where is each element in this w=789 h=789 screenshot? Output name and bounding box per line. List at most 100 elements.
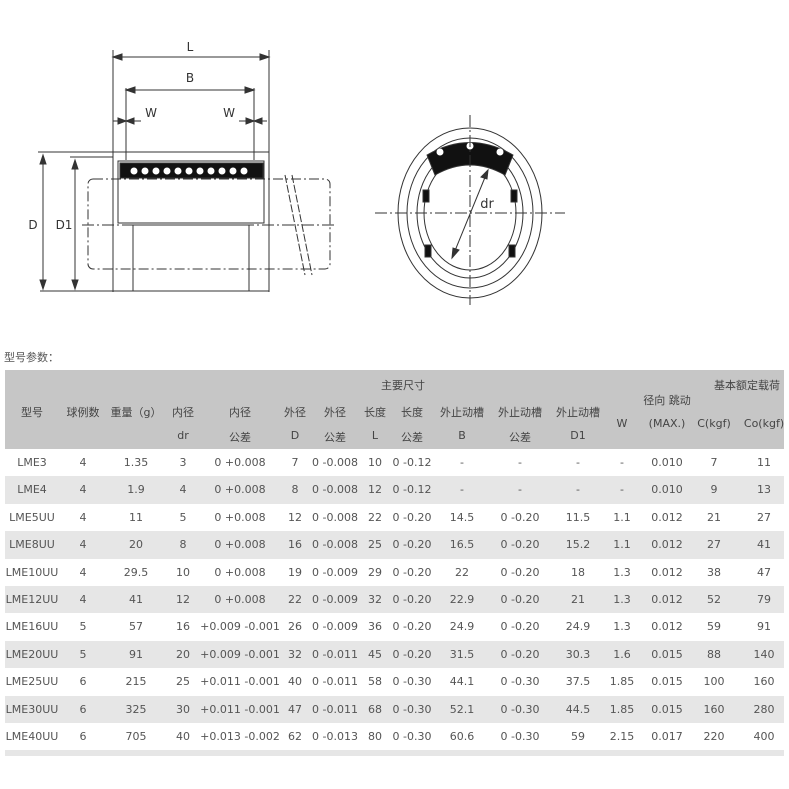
column-header: 型号 xyxy=(21,406,43,419)
table-cell: LME5UU xyxy=(9,510,55,524)
table-cell: 0 -0.20 xyxy=(392,593,432,606)
table-cell: 8 xyxy=(179,538,187,552)
table-cell: - xyxy=(576,456,580,469)
table-cell: 0.015 xyxy=(651,675,683,689)
column-header: 长度 xyxy=(364,406,386,419)
table-cell: - xyxy=(460,483,464,497)
table-cell: 4 xyxy=(79,483,87,497)
table-cell: +0.009 -0.001 xyxy=(200,620,280,634)
table-cell: 29 xyxy=(368,565,382,579)
table-cell: 44.5 xyxy=(565,702,591,716)
column-header-sub: 公差 xyxy=(324,431,346,444)
column-header-sub: D xyxy=(290,429,300,442)
table-cell: 21 xyxy=(571,593,585,606)
table-footer-band xyxy=(5,750,784,756)
table-cell: 14.5 xyxy=(449,510,475,524)
column-header-sub: dr xyxy=(177,429,189,442)
table-cell: 0 -0.30 xyxy=(500,730,540,743)
table-cell: 400 xyxy=(753,730,775,743)
table-cell: 11 xyxy=(129,510,143,524)
table-cell: 22 xyxy=(455,565,469,579)
table-cell: 0 -0.20 xyxy=(500,565,540,579)
table-cell: 1.9 xyxy=(127,483,145,497)
table-cell: - xyxy=(518,483,522,497)
spec-table: 主要尺寸 基本额定载荷 型号 球例数 重量（g） 内径 dr 内径 公差 外径 D 外径 公差 长度 L… xyxy=(5,370,784,756)
table-cell: 0 -0.011 xyxy=(312,702,358,716)
table-cell: 0.012 xyxy=(651,620,683,634)
table-cell: 30.3 xyxy=(565,647,591,661)
table-cell: 705 xyxy=(125,730,147,743)
table-cell: 1.85 xyxy=(609,702,635,716)
table-cell: 0 -0.12 xyxy=(392,483,432,497)
table-cell: 0 -0.20 xyxy=(500,647,540,661)
table-cell: 0 -0.008 xyxy=(312,538,358,552)
table-cell: 215 xyxy=(125,675,147,689)
table-cell: 0 -0.20 xyxy=(392,538,432,552)
table-cell: 59 xyxy=(571,730,585,743)
table-cell: 6 xyxy=(79,702,87,716)
dimension-label-W-right: W xyxy=(223,106,235,120)
side-view-drawing: L B W W D D1 xyxy=(28,40,335,292)
table-cell: 12 xyxy=(176,593,190,606)
table-cell: 16 xyxy=(176,620,190,634)
table-cell: 0 -0.30 xyxy=(392,702,432,716)
table-cell: 160 xyxy=(703,702,725,716)
table-cell: 1.6 xyxy=(613,647,631,661)
table-cell: 25 xyxy=(368,538,382,552)
table-cell: 0 +0.008 xyxy=(214,456,266,469)
column-header: 外止动槽 xyxy=(556,406,600,419)
table-cell: 0.012 xyxy=(651,538,683,552)
table-cell: 0.012 xyxy=(651,593,683,606)
table-cell: 10 xyxy=(368,456,382,469)
dimension-label-B: B xyxy=(186,71,194,85)
table-cell: LME40UU xyxy=(5,730,59,743)
table-cell: 6 xyxy=(79,675,87,689)
table-cell: 1.35 xyxy=(123,456,149,469)
table-cell: 80 xyxy=(368,730,382,743)
table-cell: 5 xyxy=(79,647,87,661)
table-cell: 40 xyxy=(176,730,190,743)
table-row: LME3 4 1.35 3 0 +0.008 7 0 -0.008 10 0 -0.12 - - - -… xyxy=(5,449,784,476)
table-cell: 0 -0.20 xyxy=(392,620,432,634)
table-cell: 1.85 xyxy=(609,675,635,689)
bearing-technical-drawing: L B W W D D1 dr xyxy=(28,40,565,305)
table-cell: 1.3 xyxy=(613,593,631,606)
table-cell: 26 xyxy=(288,620,302,634)
table-cell: 140 xyxy=(753,647,775,661)
table-cell: +0.009 -0.001 xyxy=(200,647,280,661)
table-cell: 8 xyxy=(291,483,299,497)
dimension-label-D: D xyxy=(28,218,37,232)
table-cell: +0.011 -0.001 xyxy=(200,702,280,716)
table-cell: 40 xyxy=(288,675,302,689)
table-cell: 0 -0.011 xyxy=(312,647,358,661)
table-cell: 9 xyxy=(710,483,718,497)
column-header-sub: (MAX.) xyxy=(648,417,686,430)
section-label: 型号参数： xyxy=(4,351,59,364)
table-cell: 0 -0.30 xyxy=(500,675,540,689)
table-cell: 4 xyxy=(79,565,87,579)
table-cell: 52 xyxy=(707,593,721,606)
table-cell: 160 xyxy=(753,675,775,689)
table-cell: 91 xyxy=(757,620,771,634)
table-cell: 31.5 xyxy=(449,647,475,661)
table-cell: 1.1 xyxy=(613,510,631,524)
table-cell: 12 xyxy=(288,510,302,524)
column-header: 外止动槽 xyxy=(498,406,542,419)
table-cell: LME16UU xyxy=(5,620,59,634)
column-header-sub: L xyxy=(371,429,379,442)
table-cell: 58 xyxy=(368,675,382,689)
table-cell: - xyxy=(576,483,580,497)
table-row: LME25UU 6 215 25 +0.011 -0.001 40 0 -0.011 58 0 … xyxy=(5,668,784,695)
table-cell: 22 xyxy=(288,593,302,606)
dimension-label-dr: dr xyxy=(480,197,494,212)
table-cell: 20 xyxy=(129,538,143,552)
table-row: LME10UU 4 29.5 10 0 +0.008 19 0 -0.009 29 0 -0.2… xyxy=(5,559,784,586)
table-cell: 0 +0.008 xyxy=(214,538,266,552)
table-cell: 41 xyxy=(757,538,771,552)
table-cell: 0 -0.20 xyxy=(500,593,540,606)
table-cell: 11.5 xyxy=(565,510,591,524)
table-cell: 280 xyxy=(753,702,775,716)
table-cell: 0 +0.008 xyxy=(214,593,266,606)
table-cell: LME30UU xyxy=(5,702,59,716)
